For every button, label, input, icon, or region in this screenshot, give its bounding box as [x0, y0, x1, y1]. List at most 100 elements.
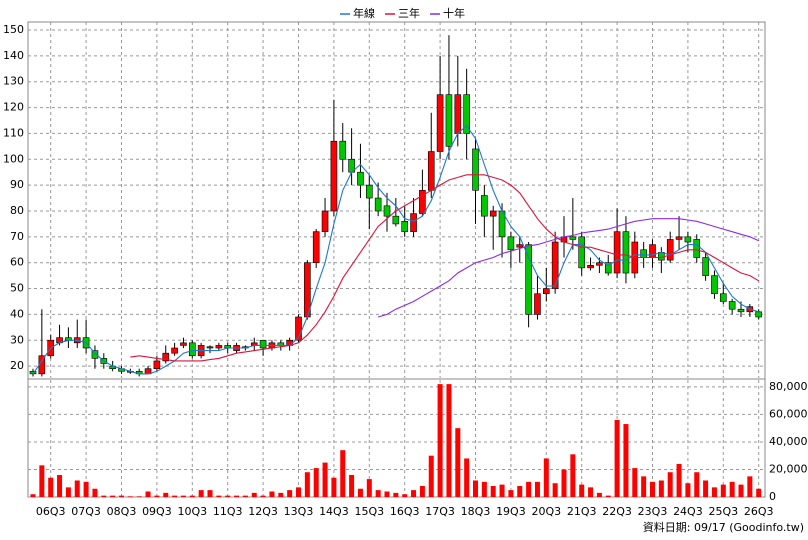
y-tick-label: 140: [3, 49, 24, 62]
volume-bar: [296, 487, 301, 497]
volume-bar: [632, 468, 638, 497]
candle-body: [330, 140, 338, 212]
y-tick-label: 110: [3, 126, 24, 139]
volume-bar: [287, 490, 293, 497]
x-tick-label: 14Q3: [319, 505, 349, 518]
volume-bar: [57, 474, 63, 497]
volume-bar: [526, 481, 532, 497]
candle-body: [578, 236, 586, 269]
volume-bar: [534, 481, 540, 497]
candle-body: [374, 197, 382, 212]
volume-bar: [251, 492, 257, 497]
volume-bar: [198, 490, 204, 497]
x-tick-label: 12Q3: [248, 505, 278, 518]
volume-bar: [650, 481, 655, 497]
volume-bar: [605, 495, 611, 497]
volume-bar: [216, 495, 222, 497]
volume-bar: [225, 495, 231, 497]
volume-bar: [313, 468, 319, 497]
volume-bar: [411, 490, 417, 497]
y-tick-label: 50: [10, 282, 24, 295]
volume-bar: [242, 495, 248, 497]
volume-bar: [685, 483, 691, 497]
x-tick-label: 25Q3: [708, 505, 738, 518]
y-tick-label: 30: [10, 333, 24, 346]
volume-bar: [163, 492, 169, 497]
y-tick-label: 150: [3, 23, 24, 36]
volume-bar: [623, 424, 629, 497]
candle-body: [339, 140, 347, 160]
y-tick-label: 40: [10, 307, 24, 320]
candle-body: [684, 236, 692, 243]
candle-body: [596, 262, 603, 266]
candle-body: [445, 94, 453, 147]
volume-bar: [48, 477, 54, 497]
volume-bar: [667, 472, 673, 497]
candle-body: [675, 236, 683, 240]
legend: 年線 三年 十年: [340, 6, 465, 20]
candle-body: [419, 190, 426, 214]
y-tick-label: 60: [10, 256, 24, 269]
candle-body: [693, 239, 701, 258]
volume-bar: [65, 487, 71, 497]
candle-body: [162, 352, 170, 362]
volume-bar: [703, 480, 709, 497]
volume-bar: [596, 492, 602, 497]
candle-body: [481, 195, 488, 217]
candle-body: [516, 244, 524, 248]
volume-bar: [437, 384, 443, 497]
volume-bar: [189, 495, 195, 497]
candle-body: [489, 210, 497, 217]
volume-bar: [234, 495, 240, 497]
volume-bar: [455, 428, 461, 497]
legend-label: 十年: [443, 6, 465, 20]
volume-bar: [357, 488, 363, 497]
volume-bar: [464, 458, 470, 497]
volume-bar: [738, 484, 744, 497]
ma-line: [32, 124, 759, 375]
candle-body: [259, 339, 267, 349]
volume-bar: [446, 384, 452, 497]
candle-body: [702, 257, 709, 276]
y-tick-label: 70: [10, 230, 24, 243]
candle-body: [436, 94, 444, 152]
volume-bar: [304, 472, 310, 497]
volume-bar: [517, 485, 523, 497]
volume-bar: [119, 495, 124, 497]
volume-bar: [588, 487, 594, 497]
volume-bar: [614, 419, 620, 497]
y-tick-label: 100: [3, 152, 24, 165]
candle-body: [649, 244, 656, 258]
candle-body: [737, 308, 745, 313]
candle-body: [206, 346, 214, 349]
volume-bar: [127, 496, 133, 497]
candle-body: [472, 148, 479, 191]
volume-bar: [419, 485, 425, 497]
candle-body: [357, 171, 364, 186]
volume-bar: [402, 494, 408, 497]
volume-bar: [711, 487, 717, 497]
y-tick-label: 130: [3, 75, 24, 88]
candle-body: [91, 350, 99, 359]
volume-bar: [499, 484, 505, 497]
volume-bar: [110, 495, 116, 497]
volume-bar: [30, 494, 36, 497]
ma-line: [377, 218, 759, 318]
y-tick-label: 20: [10, 359, 24, 372]
volume-bar: [322, 462, 328, 497]
y-tick-label: 80: [10, 204, 24, 217]
volume-bar: [340, 450, 346, 497]
x-tick-label: 08Q3: [107, 505, 137, 518]
candle-body: [463, 94, 470, 134]
candle-body: [728, 301, 736, 310]
x-tick-label: 06Q3: [36, 505, 66, 518]
x-tick-label: 10Q3: [177, 505, 207, 518]
volume-bar: [375, 490, 381, 497]
candle-body: [542, 288, 550, 295]
volume-bar: [490, 485, 496, 497]
volume-bar: [676, 463, 682, 497]
candle-body: [569, 236, 577, 240]
y2-tick-label: 20,000: [769, 462, 808, 475]
volume-bar: [579, 484, 585, 497]
volume-bar: [570, 454, 576, 497]
